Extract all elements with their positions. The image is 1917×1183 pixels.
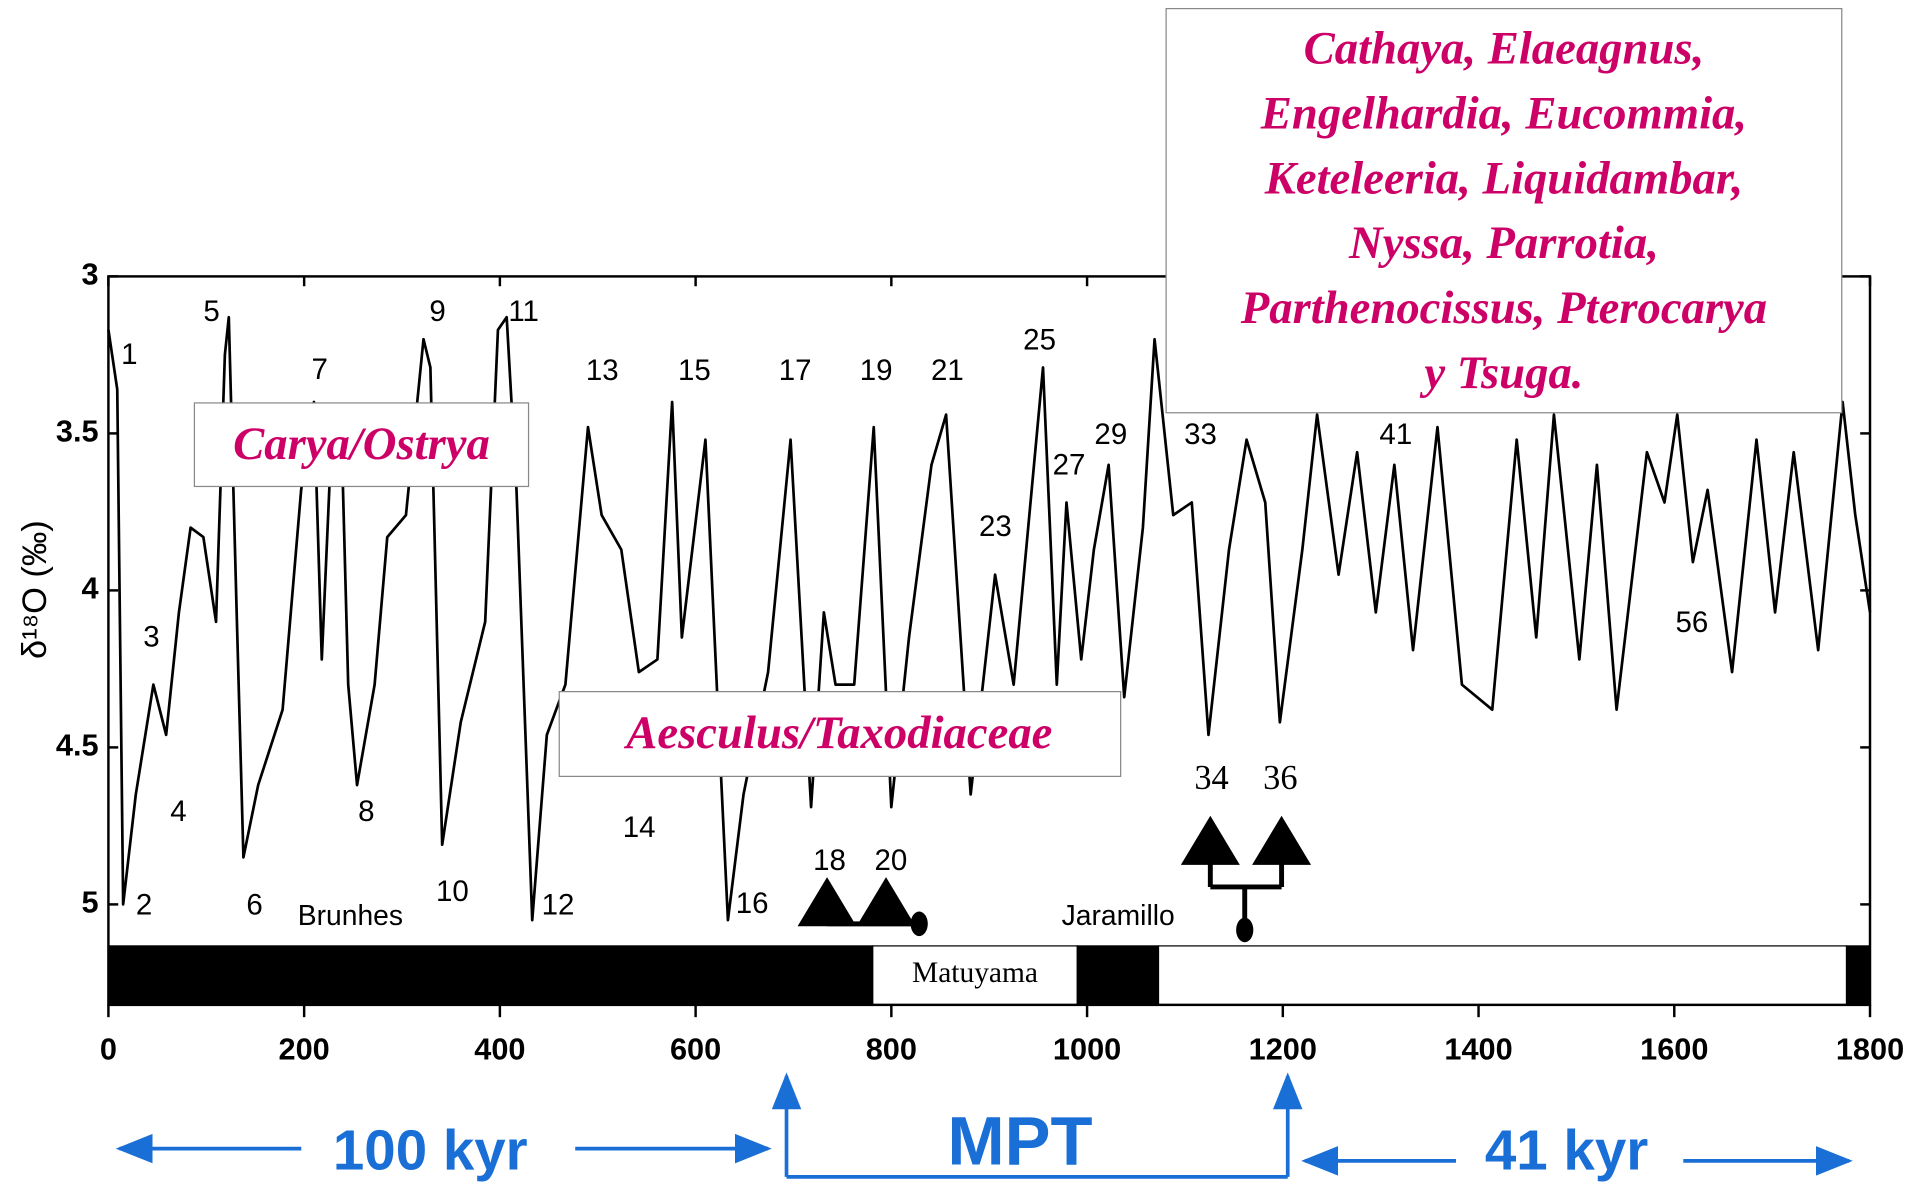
stage-label: 8 xyxy=(358,795,374,828)
stage-label: 5 xyxy=(203,295,219,328)
stage-label: 10 xyxy=(436,875,469,908)
stage-label: 27 xyxy=(1053,449,1086,482)
x-tick-label: 1400 xyxy=(1444,1032,1512,1067)
stage-label: 1 xyxy=(121,338,137,371)
y-axis-label: δ¹⁸O (‰) xyxy=(16,520,54,659)
taxa-box xyxy=(558,691,1122,777)
stage-label: 17 xyxy=(779,354,812,387)
taxa-list-line: y Tsuga. xyxy=(1419,347,1583,399)
polarity-label: Matuyama xyxy=(912,957,1038,989)
x-tick-label: 600 xyxy=(670,1032,721,1067)
taxa-list-line: Parthenocissus, Pterocarya xyxy=(1240,282,1767,334)
taxa-list-line: Cathaya, Elaeagnus, xyxy=(1304,23,1705,75)
polarity-segment xyxy=(1157,945,1848,1006)
stage-label: 3 xyxy=(143,621,159,654)
bracket-dot xyxy=(910,911,928,937)
stage-label: 21 xyxy=(931,354,964,387)
stage-label: 9 xyxy=(429,295,445,328)
stage-label: 19 xyxy=(860,354,893,387)
stage-label: 12 xyxy=(542,888,575,921)
stage-label: 13 xyxy=(586,354,619,387)
taxa-list-line: Engelhardia, Eucommia, xyxy=(1260,87,1747,139)
stage-label: 56 xyxy=(1675,606,1708,639)
y-tick-label: 4.5 xyxy=(56,728,99,763)
stage-label: 33 xyxy=(1184,418,1217,451)
bracket-label: 34 xyxy=(1194,759,1228,797)
stage-label: 2 xyxy=(136,888,152,921)
bracket-label: 36 xyxy=(1263,759,1297,797)
stage-label: 14 xyxy=(623,811,656,844)
chron-label: Brunhes xyxy=(298,899,403,931)
stage-label: 11 xyxy=(508,295,539,328)
x-tick-label: 1600 xyxy=(1640,1032,1708,1067)
regime-label: 100 kyr xyxy=(333,1119,528,1182)
stage-label: 6 xyxy=(246,888,262,921)
stage-label: 16 xyxy=(736,887,769,920)
taxa-box xyxy=(193,402,530,488)
bracket-left xyxy=(824,886,920,927)
y-tick-label: 3 xyxy=(82,257,99,292)
polarity-segment xyxy=(872,945,1078,1006)
taxa-box-text: Aesculus/Taxodiaceae xyxy=(623,707,1052,759)
stage-label: 41 xyxy=(1379,418,1412,451)
x-tick-label: 800 xyxy=(866,1032,917,1067)
stage-label: 15 xyxy=(678,354,711,387)
regime-label: MPT xyxy=(947,1102,1092,1179)
bracket-label: 18 xyxy=(813,844,846,877)
taxa-box-text: Carya/Ostrya xyxy=(233,418,490,470)
taxa-list-line: Keteleeria, Liquidambar, xyxy=(1264,152,1743,204)
regime-label: 41 kyr xyxy=(1485,1119,1648,1182)
bracket-right xyxy=(1207,835,1285,928)
stage-label: 25 xyxy=(1023,323,1056,356)
y-tick-label: 4 xyxy=(82,571,99,606)
stage-label: 29 xyxy=(1094,418,1127,451)
y-tick-label: 5 xyxy=(82,885,99,920)
stage-label: 23 xyxy=(979,510,1012,543)
taxa-list-box xyxy=(1165,7,1843,414)
data-line xyxy=(107,315,1872,922)
stage-label: 4 xyxy=(170,795,186,828)
polarity-segment xyxy=(1845,945,1871,1006)
x-tick-label: 0 xyxy=(100,1032,117,1067)
y-tick-label: 3.5 xyxy=(56,414,99,449)
x-tick-label: 1800 xyxy=(1836,1032,1904,1067)
x-tick-label: 1000 xyxy=(1053,1032,1121,1067)
bracket-marks xyxy=(797,815,1312,943)
polarity-segment xyxy=(107,945,874,1006)
bracket-label: 20 xyxy=(875,844,908,877)
taxa-list-line: Nyssa, Parrotia, xyxy=(1348,217,1659,269)
x-tick-label: 1200 xyxy=(1249,1032,1317,1067)
x-tick-label: 400 xyxy=(474,1032,525,1067)
plot-frame xyxy=(107,275,1872,1007)
x-tick-label: 200 xyxy=(279,1032,330,1067)
polarity-segment xyxy=(1076,945,1160,1006)
stage-label: 7 xyxy=(312,353,328,386)
bracket-dot xyxy=(1236,917,1254,943)
chron-label: Jaramillo xyxy=(1062,899,1175,931)
